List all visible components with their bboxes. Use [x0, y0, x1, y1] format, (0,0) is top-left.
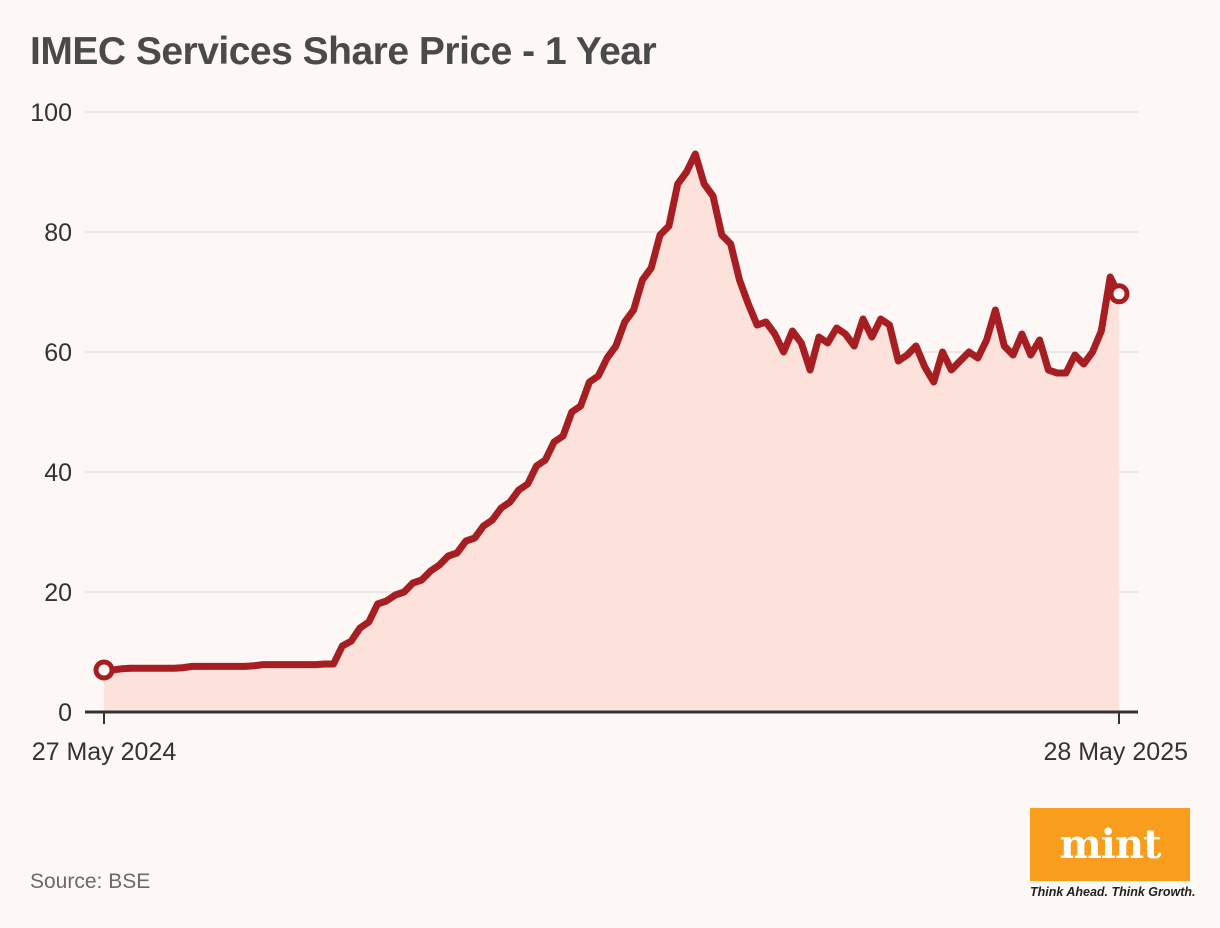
chart-title: IMEC Services Share Price - 1 Year [30, 30, 657, 73]
end-point-marker [1108, 283, 1130, 305]
start-point-marker [93, 659, 115, 681]
price-area-fill [104, 154, 1119, 712]
y-tick-label: 80 [44, 219, 72, 247]
y-tick-label: 20 [44, 579, 72, 607]
x-tick-label-end: 28 May 2025 [1043, 738, 1188, 766]
y-tick-label: 60 [44, 339, 72, 367]
y-tick-label: 100 [30, 99, 72, 127]
x-tick-label-start: 27 May 2024 [32, 738, 177, 766]
y-tick-label: 40 [44, 459, 72, 487]
y-axis-ticks: 0 20 40 60 80 100 [30, 99, 72, 727]
y-tick-label: 0 [58, 699, 72, 727]
mint-logo: mint [1030, 808, 1190, 881]
brand-tagline: Think Ahead. Think Growth. [1030, 885, 1196, 899]
mint-logo-text: mint [1059, 821, 1161, 868]
price-line [100, 150, 1123, 674]
source-note: Source: BSE [30, 870, 151, 893]
